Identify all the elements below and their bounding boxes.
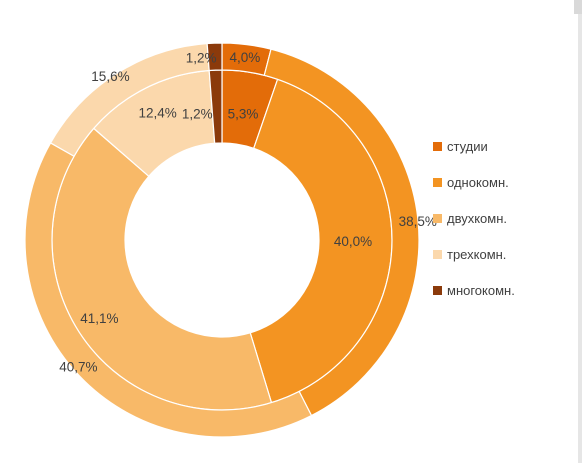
legend-label: однокомн. bbox=[447, 175, 509, 190]
outer-ring-data-label-0: 4,0% bbox=[230, 50, 261, 65]
outer-ring-data-label-3: 15,6% bbox=[91, 69, 129, 84]
outer-ring-slice-4 bbox=[206, 42, 223, 72]
outer-ring-data-label-1: 38,5% bbox=[399, 214, 437, 229]
legend-swatch bbox=[433, 142, 442, 151]
legend-swatch bbox=[433, 214, 442, 223]
inner-ring-data-label-1: 40,0% bbox=[334, 234, 372, 249]
window-edge-corner bbox=[574, 0, 582, 14]
legend-swatch bbox=[433, 178, 442, 187]
legend-label: трехкомн. bbox=[447, 247, 507, 262]
inner-ring-data-label-2: 41,1% bbox=[80, 311, 118, 326]
legend-swatch bbox=[433, 286, 442, 295]
window-edge bbox=[578, 0, 582, 463]
legend-label: студии bbox=[447, 139, 488, 154]
legend-swatch bbox=[433, 250, 442, 259]
outer-ring-data-label-2: 40,7% bbox=[59, 359, 97, 374]
inner-ring-data-label-4: 1,2% bbox=[182, 107, 213, 122]
legend-label: двухкомн. bbox=[447, 211, 507, 226]
legend-label: многокомн. bbox=[447, 283, 515, 298]
inner-ring-data-label-3: 12,4% bbox=[139, 105, 177, 120]
inner-ring-data-label-0: 5,3% bbox=[228, 106, 259, 121]
outer-ring-data-label-4: 1,2% bbox=[186, 51, 217, 66]
